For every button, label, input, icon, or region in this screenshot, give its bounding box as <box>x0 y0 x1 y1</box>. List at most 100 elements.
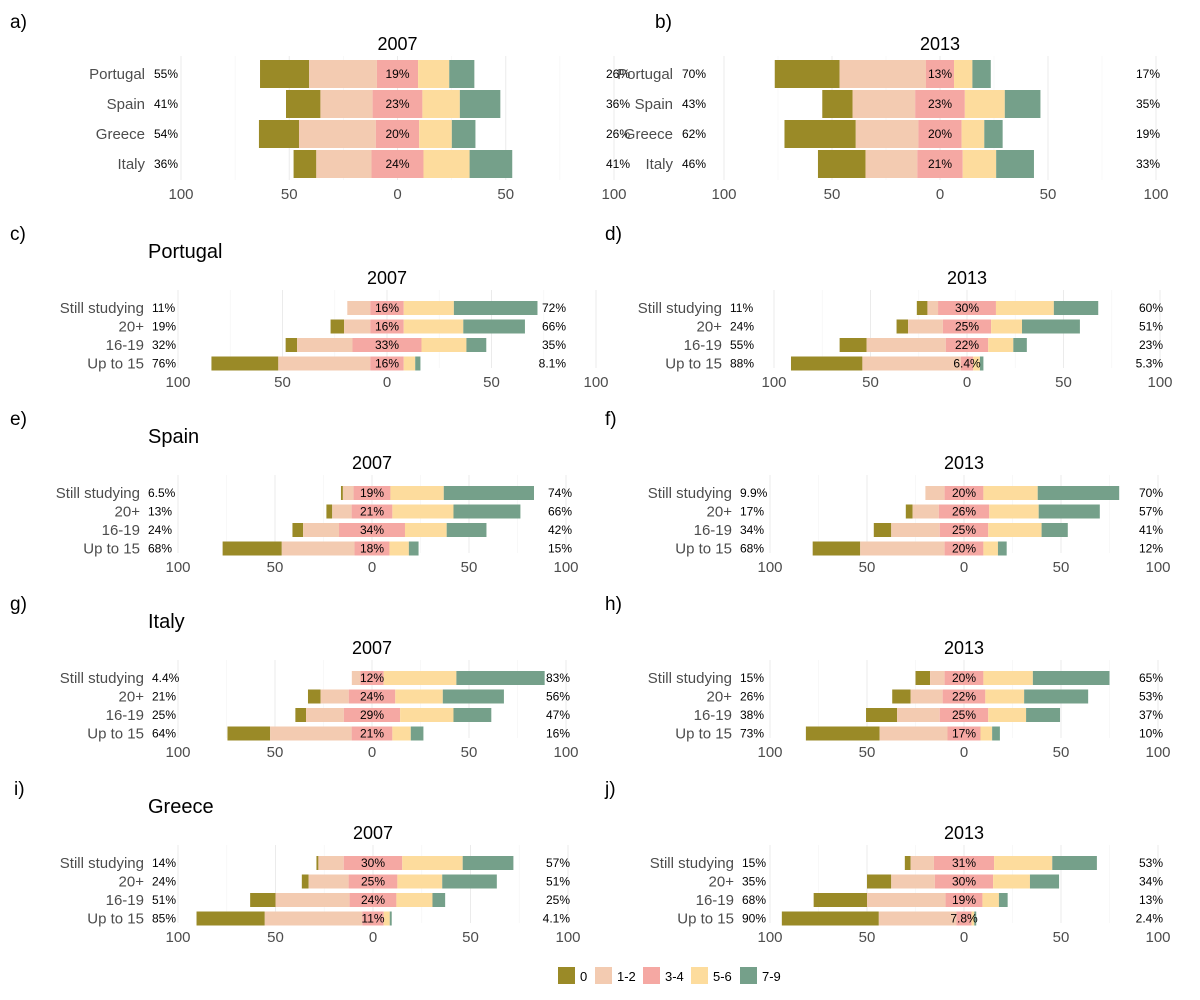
bar-segment-3-4 <box>956 911 972 926</box>
year-title: 2013 <box>944 453 984 473</box>
bar-segment-5-6 <box>991 319 1023 334</box>
bar-segment-3-4 <box>375 120 420 148</box>
legend-label-5-6: 5-6 <box>713 969 732 984</box>
right-percent-label: 25% <box>546 893 570 907</box>
x-tick-label: 100 <box>757 559 782 576</box>
bar-segment-1-2 <box>891 874 935 889</box>
bar-segment-0 <box>916 301 928 315</box>
bar-segment-3-4 <box>947 726 981 741</box>
left-percent-label: 73% <box>740 727 764 741</box>
category-label: Italy <box>117 156 145 173</box>
legend-swatch-0 <box>558 967 575 984</box>
panel-c: c) 2007 Still studying 11% 16% 72% 20+ 19% 16% 66… <box>10 224 609 391</box>
bar-segment-0 <box>258 120 299 148</box>
left-percent-label: 11% <box>152 301 175 315</box>
left-percent-label: 15% <box>742 856 766 870</box>
category-label: Still studying <box>60 300 144 317</box>
bar-segment-0 <box>822 90 853 118</box>
group-title-italy: Italy <box>148 611 185 633</box>
right-percent-label: 4.1% <box>543 912 571 926</box>
middle-percent-label: 19% <box>952 893 976 907</box>
legend-swatch-5-6 <box>691 967 708 984</box>
bar-segment-3-4 <box>939 523 989 537</box>
category-label: 16-19 <box>106 892 144 909</box>
x-tick-label: 0 <box>963 374 971 391</box>
right-percent-label: 8.1% <box>539 357 567 371</box>
category-label: 16-19 <box>696 892 734 909</box>
bar-segment-7-9 <box>456 671 545 685</box>
bar-segment-0 <box>781 911 879 926</box>
left-percent-label: 34% <box>740 523 764 537</box>
bar-segment-3-4 <box>942 689 986 704</box>
panel-f: f) 2013 Still studying 9.9% 20% 70% 20+ 17% 26% 5… <box>605 409 1171 576</box>
bar-segment-7-9 <box>442 874 497 889</box>
bar-segment-0 <box>316 856 319 870</box>
bar-segment-7-9 <box>992 726 1000 741</box>
left-percent-label: 51% <box>152 893 176 907</box>
middle-percent-label: 19% <box>360 486 384 500</box>
bar-segment-0 <box>817 150 866 178</box>
left-percent-label: 70% <box>682 67 706 81</box>
bar-segment-1-2 <box>332 504 352 519</box>
bar-segment-5-6 <box>403 319 464 334</box>
left-percent-label: 6.5% <box>148 486 176 500</box>
right-percent-label: 65% <box>1139 671 1163 685</box>
bar-segment-7-9 <box>1038 504 1100 519</box>
left-percent-label: 4.4% <box>152 671 180 685</box>
bar-segment-5-6 <box>995 301 1054 315</box>
legend: 0 1-2 3-4 5-6 7-9 <box>558 967 781 984</box>
middle-percent-label: 24% <box>385 157 409 171</box>
panel-h: h) 2013 Still studying 15% 20% 65% 20+ 26% 22% 53… <box>605 594 1171 761</box>
middle-percent-label: 6.4% <box>953 357 981 371</box>
bar-segment-0 <box>211 356 279 371</box>
middle-percent-label: 25% <box>955 320 979 334</box>
bar-segment-3-4 <box>917 150 963 178</box>
x-tick-label: 100 <box>553 559 578 576</box>
bar-segment-3-4 <box>371 150 424 178</box>
bar-segment-1-2 <box>927 301 939 315</box>
bar-segment-0 <box>784 120 856 148</box>
right-percent-label: 10% <box>1139 727 1163 741</box>
x-tick-label: 100 <box>168 186 193 203</box>
bar-segment-7-9 <box>974 911 977 926</box>
bar-segment-7-9 <box>443 486 534 500</box>
category-label: 20+ <box>119 874 145 891</box>
right-percent-label: 5.3% <box>1136 357 1164 371</box>
middle-percent-label: 29% <box>360 708 384 722</box>
left-percent-label: 68% <box>740 542 764 556</box>
bar-segment-7-9 <box>1041 523 1068 537</box>
bar-segment-1-2 <box>275 893 350 907</box>
right-percent-label: 23% <box>1139 338 1163 352</box>
panels: a) 2007 Portugal 55% 19% 26% Spain 41% 23% 36% Gre… <box>10 12 1173 946</box>
x-tick-label: 100 <box>1145 744 1170 761</box>
right-percent-label: 74% <box>548 486 572 500</box>
bar-segment-3-4 <box>942 319 992 334</box>
left-percent-label: 68% <box>742 893 766 907</box>
left-percent-label: 24% <box>730 320 754 334</box>
bar-segment-7-9 <box>1024 689 1089 704</box>
right-percent-label: 13% <box>1139 893 1163 907</box>
right-percent-label: 35% <box>1136 97 1160 111</box>
bar-segment-1-2 <box>912 504 939 519</box>
right-percent-label: 37% <box>1139 708 1163 722</box>
left-percent-label: 11% <box>730 301 753 315</box>
bar-segment-7-9 <box>410 726 424 741</box>
right-percent-label: 42% <box>548 523 572 537</box>
x-tick-label: 0 <box>393 186 401 203</box>
bar-segment-7-9 <box>446 523 487 537</box>
bar-segment-0 <box>905 504 913 519</box>
bar-segment-7-9 <box>449 60 475 88</box>
bar-segment-5-6 <box>403 301 454 315</box>
panel-g: g) 2007 Still studying 4.4% 12% 83% 20+ 21% 24% 5… <box>10 594 579 761</box>
legend-swatch-1-2 <box>595 967 612 984</box>
bar-segment-3-4 <box>360 671 384 685</box>
bar-segment-1-2 <box>910 856 934 870</box>
left-percent-label: 76% <box>152 357 176 371</box>
right-percent-label: 35% <box>542 338 566 352</box>
bar-segment-5-6 <box>985 689 1025 704</box>
right-percent-label: 57% <box>1139 505 1163 519</box>
middle-percent-label: 25% <box>952 708 976 722</box>
category-label: Up to 15 <box>83 541 140 558</box>
group-title-greece: Greece <box>148 796 214 818</box>
bar-segment-0 <box>326 504 333 519</box>
